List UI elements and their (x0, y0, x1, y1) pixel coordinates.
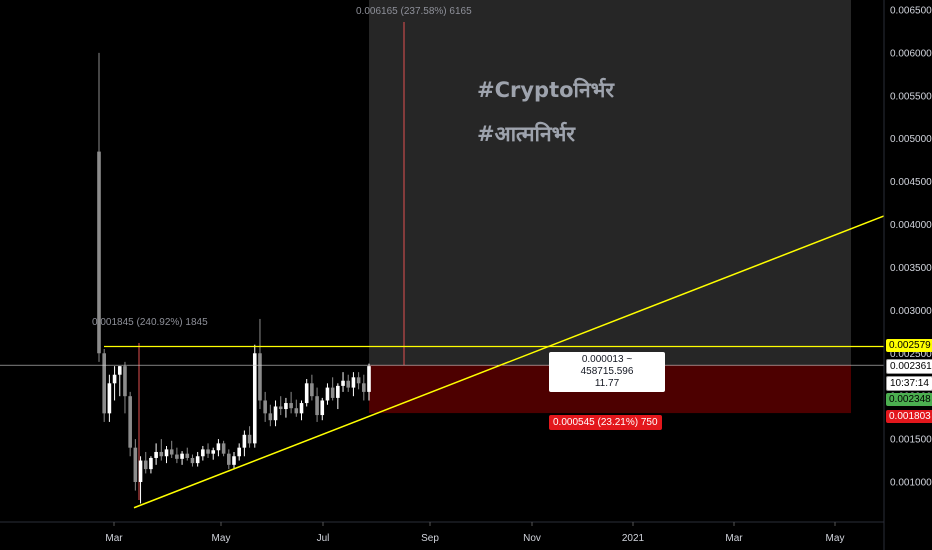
candle-body[interactable] (356, 377, 361, 384)
candle-body[interactable] (216, 443, 221, 451)
candle-body[interactable] (252, 353, 257, 444)
profit-zone[interactable] (369, 0, 851, 366)
candle-body[interactable] (294, 408, 299, 414)
candle-body[interactable] (201, 449, 205, 457)
price-tick-label: 0.001500 (890, 435, 932, 446)
price-tick-label: 0.005000 (890, 134, 932, 145)
candle-body[interactable] (268, 413, 273, 421)
time-axis: Mar May Jul Sep Nov 2021 Mar May (105, 522, 844, 544)
candle-body[interactable] (117, 366, 122, 375)
price-tick-label: 0.001000 (890, 478, 932, 489)
price-tag-current[interactable]: 0.002361 (886, 359, 932, 374)
candle-body[interactable] (367, 366, 371, 392)
price-tick-label: 0.004500 (890, 177, 932, 188)
price-tick-label: 0.003500 (890, 263, 932, 274)
time-tick-label: May (826, 533, 845, 544)
time-tick-label: Nov (523, 533, 541, 544)
candle-body[interactable] (346, 380, 351, 388)
candle-body[interactable] (221, 443, 226, 454)
candle-body[interactable] (351, 377, 356, 388)
candle-body[interactable] (143, 460, 148, 470)
candle-body[interactable] (362, 383, 366, 392)
candle-body[interactable] (237, 447, 241, 457)
candle-body[interactable] (336, 385, 340, 398)
time-tick-label: Mar (725, 533, 743, 544)
price-tag-timer: 10:37:14 (886, 376, 932, 391)
measure-label: 0.001845 (240.92%) 1845 (92, 317, 208, 328)
candle-body[interactable] (315, 396, 319, 416)
time-tick-label: Jul (317, 533, 330, 544)
candle-body[interactable] (185, 453, 190, 458)
candles-group (97, 52, 371, 504)
rising-trendline[interactable] (133, 215, 885, 509)
stop-loss-label: 0.000545 (23.21%) 750 (549, 415, 662, 430)
candle-body[interactable] (206, 449, 210, 454)
candle-body[interactable] (175, 454, 179, 459)
candle-body[interactable] (164, 449, 169, 457)
candle-body[interactable] (149, 457, 153, 470)
time-tick-label: 2021 (622, 533, 645, 544)
candle-body[interactable] (325, 387, 330, 401)
candle-body[interactable] (242, 434, 247, 448)
price-tick-label: 0.005500 (890, 91, 932, 102)
candle-body[interactable] (330, 387, 335, 398)
candle-body[interactable] (169, 449, 174, 455)
time-tick-label: Sep (421, 533, 439, 544)
position-tooltip: 0.000013 ~ 458715.596 11.77 (549, 352, 665, 392)
candle-body[interactable] (211, 450, 216, 454)
price-tick-label: 0.003000 (890, 306, 932, 317)
price-tag-green[interactable]: 0.002348 (886, 393, 932, 406)
candle-body[interactable] (320, 400, 325, 416)
candle-body[interactable] (289, 403, 293, 409)
tooltip-line1: 0.000013 ~ 458715.596 (580, 354, 634, 377)
candle-body[interactable] (195, 456, 200, 464)
hashtag-cryptonirbhar: #Cryptoनिर्भर (477, 78, 614, 102)
candle-body[interactable] (154, 451, 158, 458)
price-tag-red[interactable]: 0.001803 (886, 410, 932, 423)
time-tick-label: May (212, 533, 231, 544)
candle-body[interactable] (278, 406, 283, 410)
candle-body[interactable] (247, 434, 252, 444)
candle-body[interactable] (138, 460, 143, 482)
candle-body[interactable] (123, 366, 127, 397)
tooltip-line2: 11.77 (594, 378, 620, 389)
target-label: 0.006165 (237.58%) 6165 (356, 6, 472, 17)
candle-body[interactable] (112, 374, 117, 384)
candle-body[interactable] (128, 396, 132, 448)
candle-body[interactable] (190, 457, 195, 464)
price-tick-label: 0.006500 (890, 6, 932, 17)
price-tick-label: 0.006000 (890, 48, 932, 59)
price-tick-label: 0.002500 (890, 349, 932, 360)
hashtag-atmanirbhar: #आत्मनिर्भर (477, 122, 575, 146)
candle-body[interactable] (133, 447, 138, 482)
candle-body[interactable] (107, 383, 112, 414)
candle-body[interactable] (232, 456, 236, 465)
candle-body[interactable] (263, 400, 267, 414)
candle-body[interactable] (304, 383, 309, 404)
price-tick-label: 0.004000 (890, 220, 932, 231)
candle-body[interactable] (341, 380, 345, 386)
candle-body[interactable] (227, 453, 231, 465)
candle-body[interactable] (180, 453, 184, 459)
time-tick-label: Mar (105, 533, 123, 544)
candle-body[interactable] (258, 353, 262, 401)
price-tag-yellow[interactable]: 0.002579 (886, 339, 932, 352)
candle-body[interactable] (273, 406, 278, 421)
candle-body[interactable] (284, 403, 288, 410)
candle-body[interactable] (310, 383, 314, 397)
candle-body[interactable] (97, 151, 101, 354)
candle-body[interactable] (159, 451, 164, 457)
candle-body[interactable] (299, 403, 304, 414)
candle-body[interactable] (102, 353, 106, 414)
